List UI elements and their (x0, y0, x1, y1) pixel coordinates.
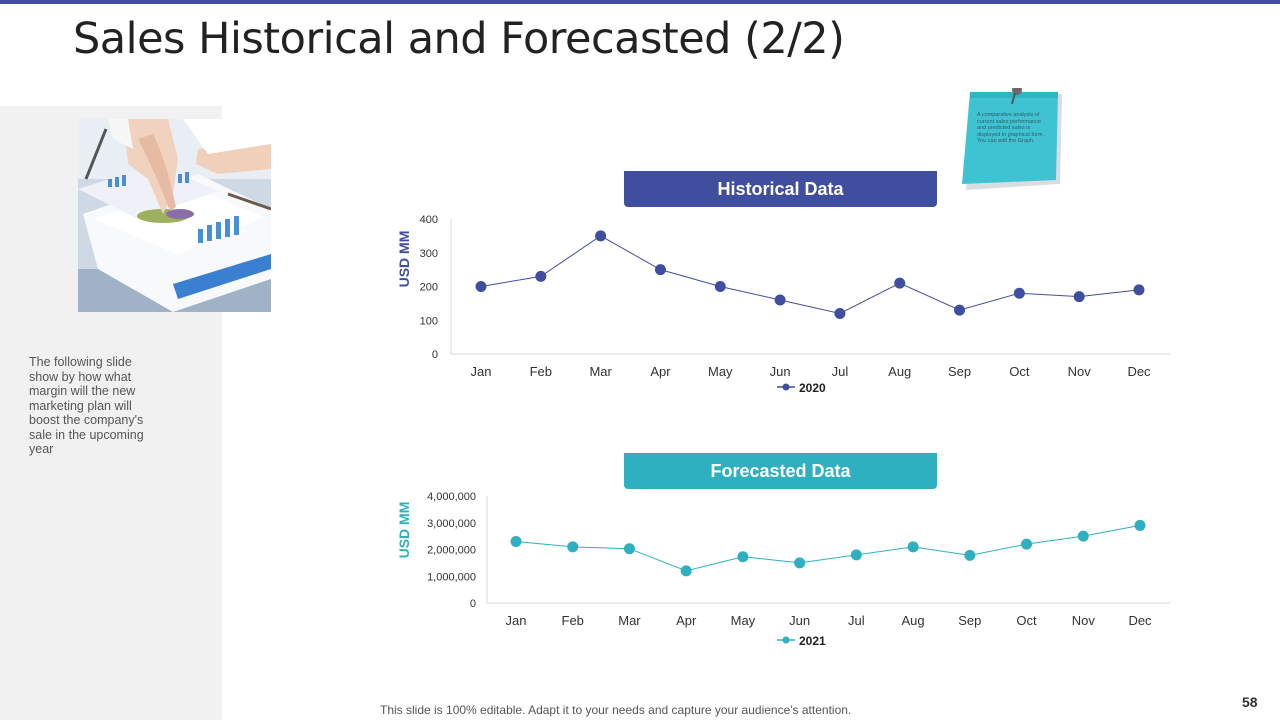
chart-0-data-point (1133, 284, 1145, 296)
chart-0-data-point (535, 270, 547, 282)
chart-1-legend-marker (782, 636, 790, 644)
chart-1-x-tick-label: Sep (958, 613, 981, 628)
chart-0-data-point (475, 281, 487, 292)
chart-0-x-tick-label: May (708, 364, 733, 379)
chart-0-y-tick-label: 300 (420, 248, 438, 260)
chart-1-data-point (510, 535, 522, 547)
chart-1-y-tick-label: 2,000,000 (427, 545, 476, 557)
chart-1-data-point (1021, 538, 1033, 550)
slide-title: Sales Historical and Forecasted (2/2) (73, 14, 845, 64)
chart-0-y-tick-label: 100 (420, 315, 438, 327)
footer-note: This slide is 100% editable. Adapt it to… (380, 703, 852, 717)
chart-0-x-tick-label: Jan (471, 364, 492, 379)
chart-1-data-point (850, 549, 862, 561)
sticky-note-text: A comparative analysis of current sales … (977, 112, 1046, 144)
chart-0-data-point (774, 294, 786, 306)
pushpin-icon (1012, 85, 1022, 95)
chart-0-y-tick-label: 200 (420, 282, 438, 294)
chart-1-y-tick-label: 1,000,000 (427, 571, 476, 583)
chart-0-data-point (654, 264, 666, 276)
chart-0-data-point (894, 277, 906, 289)
chart-1-x-tick-label: Oct (1016, 613, 1037, 628)
chart-1-x-tick-label: Jul (848, 613, 865, 628)
chart-1-data-point (680, 565, 692, 577)
chart-0-data-point (834, 308, 846, 319)
chart-1-y-tick-label: 4,000,000 (427, 491, 476, 503)
chart-0-y-axis-label: USD MM (396, 231, 412, 288)
chart-1-data-point (964, 549, 976, 561)
chart-1-x-tick-label: Nov (1072, 613, 1096, 628)
chart-0-x-tick-label: Apr (650, 364, 671, 379)
chart-0-x-tick-label: Jul (832, 364, 849, 379)
chart-0-x-tick-label: Oct (1009, 364, 1030, 379)
chart-0-data-point (714, 281, 726, 292)
chart-0-x-tick-label: Jun (770, 364, 791, 379)
chart-0-data-point (1073, 291, 1085, 303)
chart-0-x-tick-label: Aug (888, 364, 911, 379)
chart-1-x-tick-label: Feb (562, 613, 584, 628)
chart-1-x-tick-label: May (731, 613, 756, 628)
chart-0-y-tick-label: 400 (420, 214, 438, 226)
chart-0-data-point (595, 230, 607, 242)
chart-1-x-tick-label: Apr (676, 613, 697, 628)
chart-0-legend-label: 2020 (799, 381, 826, 395)
chart-1-y-axis-label: USD MM (396, 502, 412, 559)
top-accent-bar (0, 0, 1280, 4)
chart-1-data-point (907, 541, 919, 553)
chart-1-y-tick-label: 3,000,000 (427, 518, 476, 530)
chart-1-y-tick-label: 0 (470, 598, 476, 610)
sticky-note (962, 85, 1062, 190)
chart-0-legend-marker (782, 383, 790, 391)
chart-0-x-tick-label: Feb (530, 364, 552, 379)
chart-1-series-line (515, 524, 1141, 572)
chart-0-data-point (954, 304, 966, 316)
chart-1-x-tick-label: Aug (902, 613, 925, 628)
chart-1-data-point (1077, 530, 1089, 542)
business-analysis-photo (78, 119, 271, 312)
chart-1-x-tick-label: Jun (789, 613, 810, 628)
chart-1-data-point (737, 551, 749, 563)
chart-1-data-point (794, 557, 806, 569)
chart-1-x-tick-label: Dec (1128, 613, 1152, 628)
chart-0-x-tick-label: Mar (589, 364, 612, 379)
chart-0-x-tick-label: Nov (1068, 364, 1092, 379)
chart-0-x-tick-label: Sep (948, 364, 971, 379)
chart-1-data-point (567, 541, 579, 553)
sidebar-description: The following slide show by how what mar… (29, 355, 144, 456)
historical-data-header: Historical Data (624, 171, 937, 207)
forecasted-data-header: Forecasted Data (624, 453, 937, 489)
chart-0-y-tick-label: 0 (432, 349, 438, 361)
page-number: 58 (1242, 694, 1258, 710)
chart-0-series-line (480, 235, 1140, 315)
chart-1-x-tick-label: Mar (618, 613, 641, 628)
chart-0-x-tick-label: Dec (1127, 364, 1151, 379)
chart-1-legend-label: 2021 (799, 634, 826, 648)
chart-1-data-point (1134, 519, 1146, 531)
chart-1-data-point (623, 543, 635, 555)
chart-0-data-point (1013, 287, 1025, 299)
chart-1-x-tick-label: Jan (506, 613, 527, 628)
